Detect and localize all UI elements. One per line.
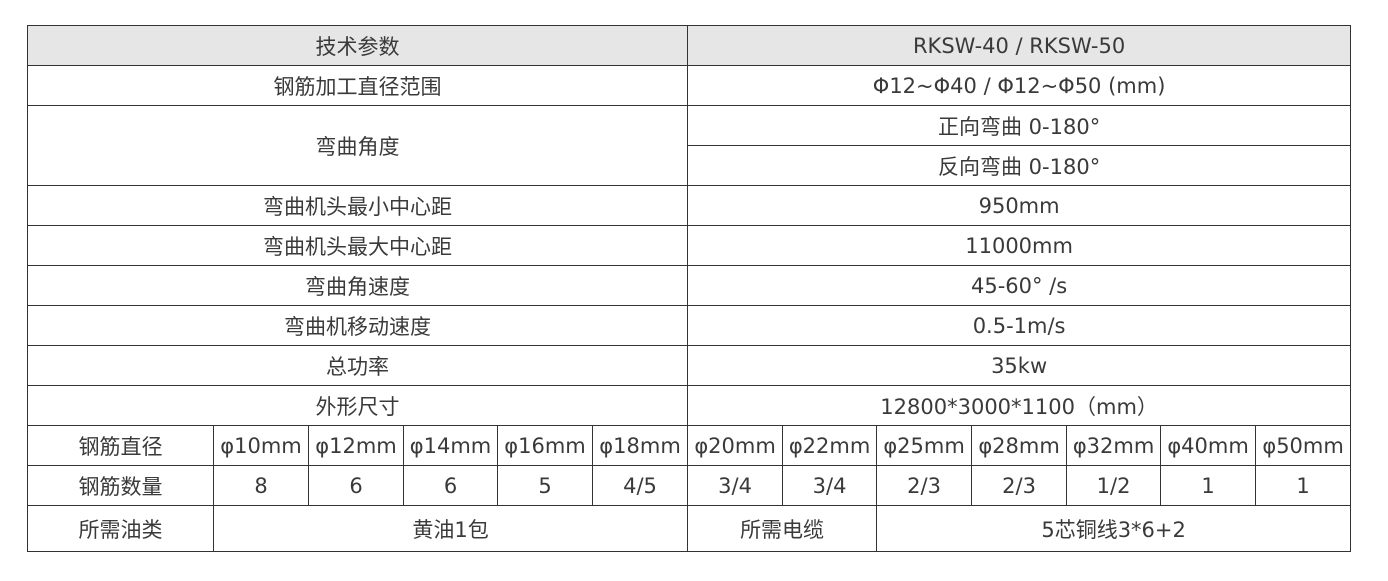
row-label: 弯曲机头最大中心距 [26, 225, 689, 266]
table-row: 弯曲机头最大中心距 11000mm [26, 225, 1352, 266]
table-row: 弯曲角速度 45-60° /s [26, 265, 1352, 306]
cable-label: 所需电缆 [687, 505, 878, 552]
quantity-cell: 6 [403, 465, 498, 506]
diameter-cell: φ22mm [782, 425, 878, 466]
row-value: 45-60° /s [687, 265, 1352, 306]
quantity-cell: 1 [1255, 465, 1352, 506]
header-row: 技术参数 RKSW-40 / RKSW-50 [26, 25, 1352, 66]
diameter-cell: φ20mm [687, 425, 784, 466]
quantity-cell: 2/3 [876, 465, 973, 506]
quantity-cell: 1 [1160, 465, 1257, 506]
oil-label: 所需油类 [27, 505, 214, 552]
diameter-cell: φ25mm [876, 425, 973, 466]
row-label: 总功率 [26, 345, 689, 386]
diameter-cell: φ32mm [1066, 425, 1162, 466]
table-row: 弯曲机移动速度 0.5-1m/s [26, 305, 1352, 346]
row-value: 12800*3000*1100（mm） [687, 385, 1352, 426]
spec-table: 技术参数 RKSW-40 / RKSW-50 钢筋加工直径范围 Φ12~Φ40 … [26, 25, 1352, 552]
table-row: 弯曲机头最小中心距 950mm [26, 185, 1352, 226]
table-row: 钢筋加工直径范围 Φ12~Φ40 / Φ12~Φ50 (mm) [26, 65, 1352, 106]
quantity-row: 钢筋数量 8 6 6 5 4/5 3/4 3/4 2/3 2/3 1/2 1 1 [27, 465, 1352, 506]
quantity-cell: 5 [497, 465, 593, 506]
diameter-label: 钢筋直径 [27, 425, 214, 466]
diameter-cell: φ50mm [1255, 425, 1352, 466]
header-param: 技术参数 [26, 25, 689, 66]
diameter-cell: φ14mm [403, 425, 498, 466]
diameter-cell: φ40mm [1160, 425, 1257, 466]
cable-value: 5芯铜线3*6+2 [876, 505, 1352, 552]
quantity-cell: 6 [308, 465, 404, 506]
quantity-cell: 3/4 [687, 465, 784, 506]
row-value: 950mm [687, 185, 1352, 226]
row-value: 0.5-1m/s [687, 305, 1352, 346]
diameter-cell: φ18mm [591, 425, 689, 466]
row-value: Φ12~Φ40 / Φ12~Φ50 (mm) [687, 65, 1352, 106]
quantity-label: 钢筋数量 [27, 465, 214, 506]
row-label: 钢筋加工直径范围 [26, 65, 689, 106]
table-row: 总功率 35kw [26, 345, 1352, 386]
diameter-cell: φ12mm [308, 425, 404, 466]
row-value: 反向弯曲 0-180° [687, 145, 1352, 186]
row-label: 弯曲机头最小中心距 [26, 185, 689, 226]
quantity-cell: 1/2 [1066, 465, 1162, 506]
table-row: 反向弯曲 0-180° [28, 145, 1352, 186]
diameter-cell: φ16mm [497, 425, 593, 466]
diameter-row: 钢筋直径 φ10mm φ12mm φ14mm φ16mm φ18mm φ20mm φ22mm… [27, 425, 1352, 466]
quantity-cell: 3/4 [782, 465, 878, 506]
row-label: 弯曲角速度 [26, 265, 689, 306]
row-label: 弯曲机移动速度 [26, 305, 689, 346]
table-row: 弯曲角度 正向弯曲 0-180° [26, 105, 1352, 186]
supplies-row: 所需油类 黄油1包 所需电缆 5芯铜线3*6+2 [27, 505, 1352, 552]
diameter-cell: φ28mm [971, 425, 1068, 466]
oil-value: 黄油1包 [212, 505, 689, 552]
quantity-cell: 4/5 [591, 465, 689, 506]
quantity-cell: 2/3 [971, 465, 1068, 506]
row-value: 35kw [687, 345, 1352, 386]
row-label: 外形尺寸 [26, 385, 689, 426]
quantity-cell: 8 [213, 465, 309, 506]
table-row: 外形尺寸 12800*3000*1100（mm） [26, 385, 1352, 426]
diameter-cell: φ10mm [213, 425, 309, 466]
row-value: 正向弯曲 0-180° [687, 105, 1352, 146]
row-value: 11000mm [687, 225, 1352, 266]
row-label: 弯曲角度 [26, 105, 689, 186]
header-model: RKSW-40 / RKSW-50 [687, 25, 1352, 66]
